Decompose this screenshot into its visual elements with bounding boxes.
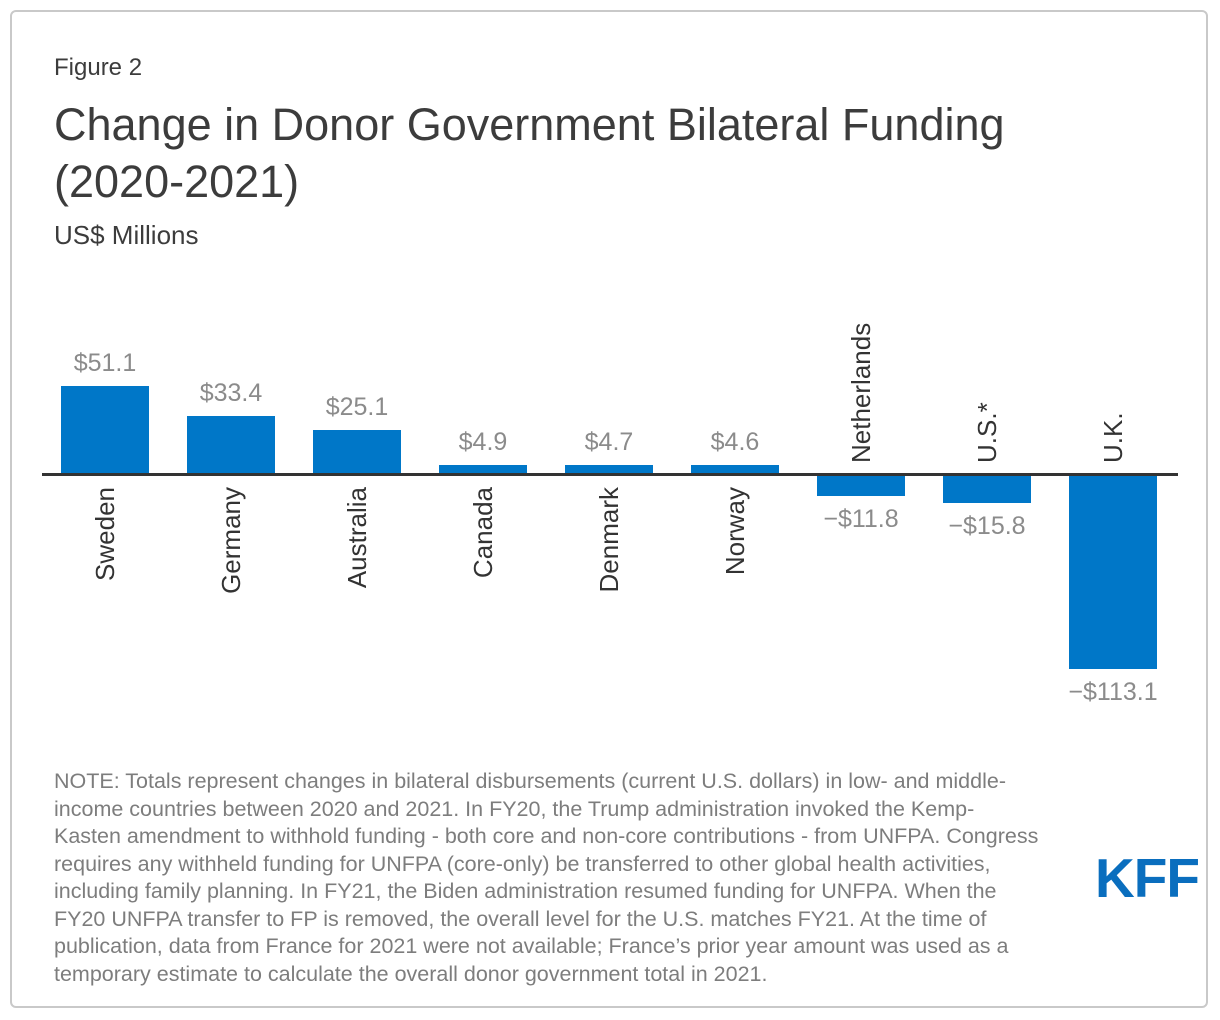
value-label: −$113.1 — [1068, 678, 1158, 706]
category-label: U.S.* — [972, 402, 1002, 463]
bar-netherlands — [817, 476, 905, 496]
kff-logo: KFF — [1095, 847, 1200, 909]
bar-us — [943, 476, 1031, 503]
bar-germany — [187, 416, 275, 473]
value-label: $4.7 — [584, 428, 634, 456]
value-label: $4.6 — [710, 428, 760, 456]
value-label: $25.1 — [325, 393, 389, 421]
category-label: Australia — [342, 487, 372, 589]
chart-note: NOTE: Totals represent changes in bilate… — [54, 769, 1039, 986]
figure-number: Figure 2 — [54, 54, 143, 81]
category-label: Norway — [720, 487, 750, 576]
category-label: U.K. — [1098, 412, 1128, 463]
chart-title: Change in Donor Government Bilateral Fun… — [54, 99, 1005, 207]
chart-units-subtitle: US$ Millions — [54, 220, 199, 250]
bar-sweden — [61, 386, 149, 473]
category-label: Canada — [468, 487, 498, 579]
value-label: −$11.8 — [823, 505, 899, 533]
category-label: Netherlands — [846, 322, 876, 463]
bar-norway — [691, 465, 779, 473]
bar-uk — [1069, 476, 1157, 669]
figure-card: Figure 2 Change in Donor Government Bila… — [10, 10, 1208, 1008]
x-axis-line — [42, 473, 1178, 476]
category-label: Denmark — [594, 487, 624, 593]
bar-australia — [313, 430, 401, 473]
value-label: −$15.8 — [948, 512, 1026, 540]
value-label: $4.9 — [458, 428, 508, 456]
value-label: $33.4 — [199, 379, 263, 407]
bar-denmark — [565, 465, 653, 473]
category-label: Germany — [216, 487, 246, 594]
value-label: $51.1 — [73, 349, 137, 377]
category-label: Sweden — [90, 487, 120, 581]
bar-canada — [439, 465, 527, 473]
